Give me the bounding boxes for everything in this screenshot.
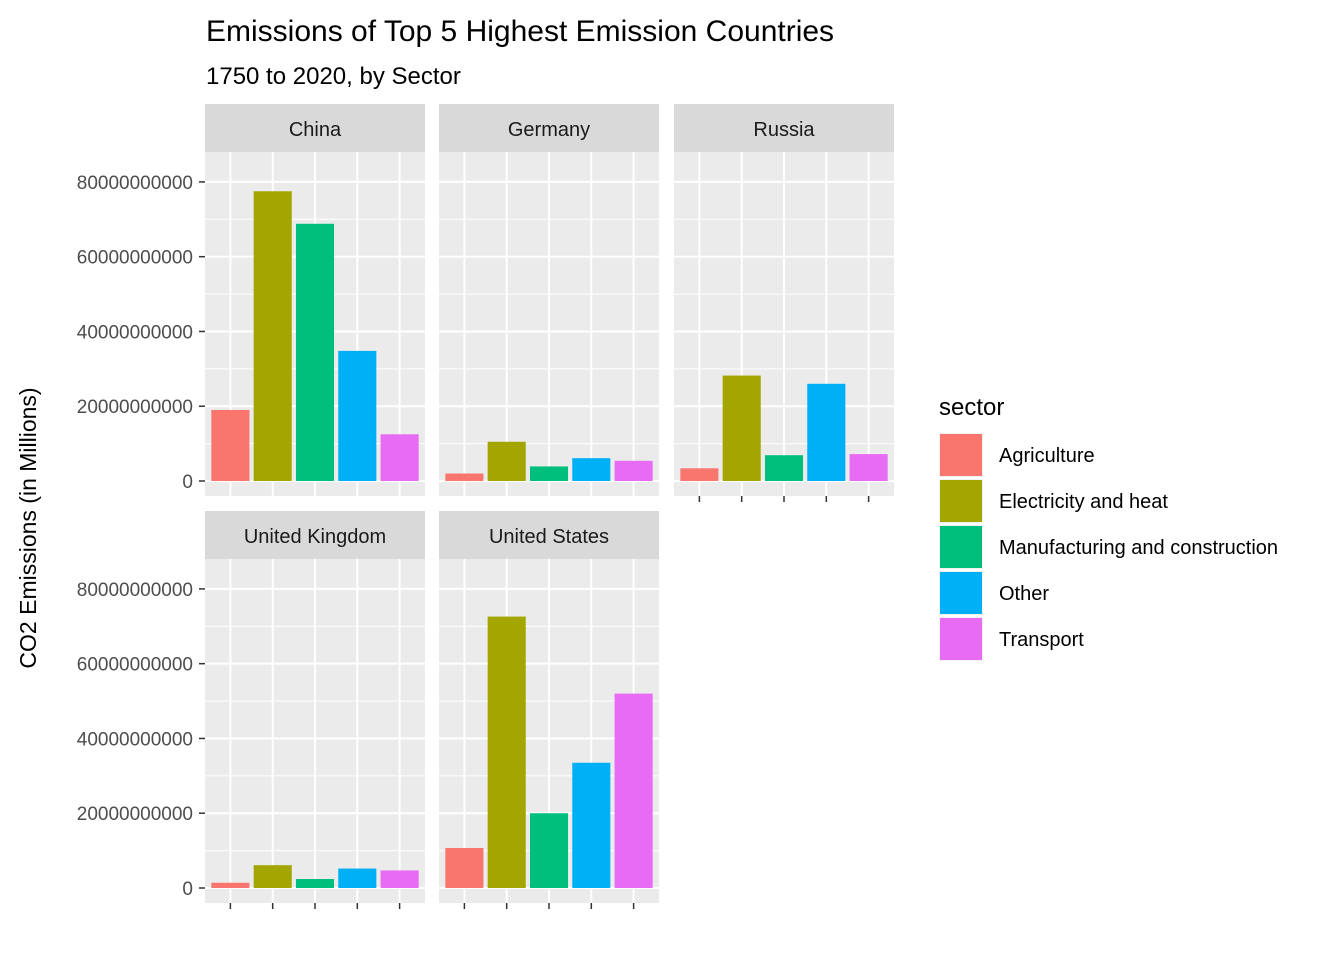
bar-germany-manufacturing-and-construction [529,466,569,481]
facet-strip [439,511,659,559]
bar-united-states-manufacturing-and-construction [529,813,569,888]
y-axis-title: CO2 Emissions (in Millions) [15,387,41,668]
y-tick-label: 60000000000 [77,655,193,676]
legend-label-manufacturing-and-construction: Manufacturing and construction [999,537,1278,559]
bar-germany-other [572,458,611,481]
facet-strip-label: United Kingdom [244,526,386,548]
facet-strip [205,104,425,152]
y-tick-label: 80000000000 [77,173,193,194]
legend-label-other: Other [999,583,1049,605]
bar-united-states-electricity-and-heat [487,616,526,888]
legend-swatch-electricity-and-heat [940,480,982,522]
y-tick-label: 40000000000 [77,729,193,750]
bar-russia-transport [849,454,888,481]
chart-subtitle: 1750 to 2020, by Sector [206,63,461,90]
facet-panels: China 0 20000000000 40000000000 60000000000 8… [77,104,894,909]
bar-china-other [338,350,377,481]
bar-germany-electricity-and-heat [487,441,526,481]
legend-swatch-transport [940,618,982,660]
facet-strip-label: United States [489,526,609,548]
facet-china: China 0 20000000000 40000000000 60000000000 8… [77,104,425,496]
facet-strip [205,511,425,559]
facet-strip [439,104,659,152]
facet-strip-label: Russia [753,119,815,141]
bar-united-states-transport [614,693,653,888]
y-tick-label: 40000000000 [77,322,193,343]
bar-china-transport [380,434,419,481]
legend-label-agriculture: Agriculture [999,445,1095,467]
y-tick-label: 80000000000 [77,580,193,601]
facet-united-kingdom: United Kingdom 0 20000000000 40000000000 600… [77,511,425,909]
bar-russia-electricity-and-heat [722,375,761,481]
legend-swatch-manufacturing-and-construction [940,526,982,568]
bar-united-states-agriculture [445,847,484,888]
legend-title: sector [939,394,1004,421]
bar-united-kingdom-other [338,868,377,888]
y-tick-label: 20000000000 [77,804,193,825]
facet-strip-label: China [289,119,342,141]
bar-germany-agriculture [445,473,484,481]
chart-title: Emissions of Top 5 Highest Emission Coun… [206,15,834,48]
bar-russia-manufacturing-and-construction [764,455,804,481]
bar-united-kingdom-manufacturing-and-construction [295,879,335,888]
bar-united-states-other [572,762,611,888]
bar-china-electricity-and-heat [253,191,292,481]
facet-strip [674,104,894,152]
legend-label-electricity-and-heat: Electricity and heat [999,491,1168,513]
facet-germany: Germany [439,104,659,496]
legend-label-transport: Transport [999,629,1084,651]
legend: sector Agriculture Electricity and heat Ma… [939,394,1278,661]
y-tick-label: 0 [182,472,193,493]
facet-united-states: United States [439,511,659,909]
y-tick-label: 0 [182,879,193,900]
y-tick-label: 60000000000 [77,248,193,269]
bar-united-kingdom-transport [380,870,419,888]
facet-russia: Russia [674,104,894,502]
legend-swatch-agriculture [940,434,982,476]
legend-swatch-other [940,572,982,614]
bar-germany-transport [614,460,653,481]
bar-china-agriculture [211,409,250,481]
facet-strip-label: Germany [508,119,590,141]
bar-united-kingdom-electricity-and-heat [253,865,292,888]
bar-united-kingdom-agriculture [211,882,250,888]
y-tick-label: 20000000000 [77,397,193,418]
bar-russia-other [807,383,846,481]
bar-russia-agriculture [680,468,719,481]
bar-china-manufacturing-and-construction [295,223,335,482]
